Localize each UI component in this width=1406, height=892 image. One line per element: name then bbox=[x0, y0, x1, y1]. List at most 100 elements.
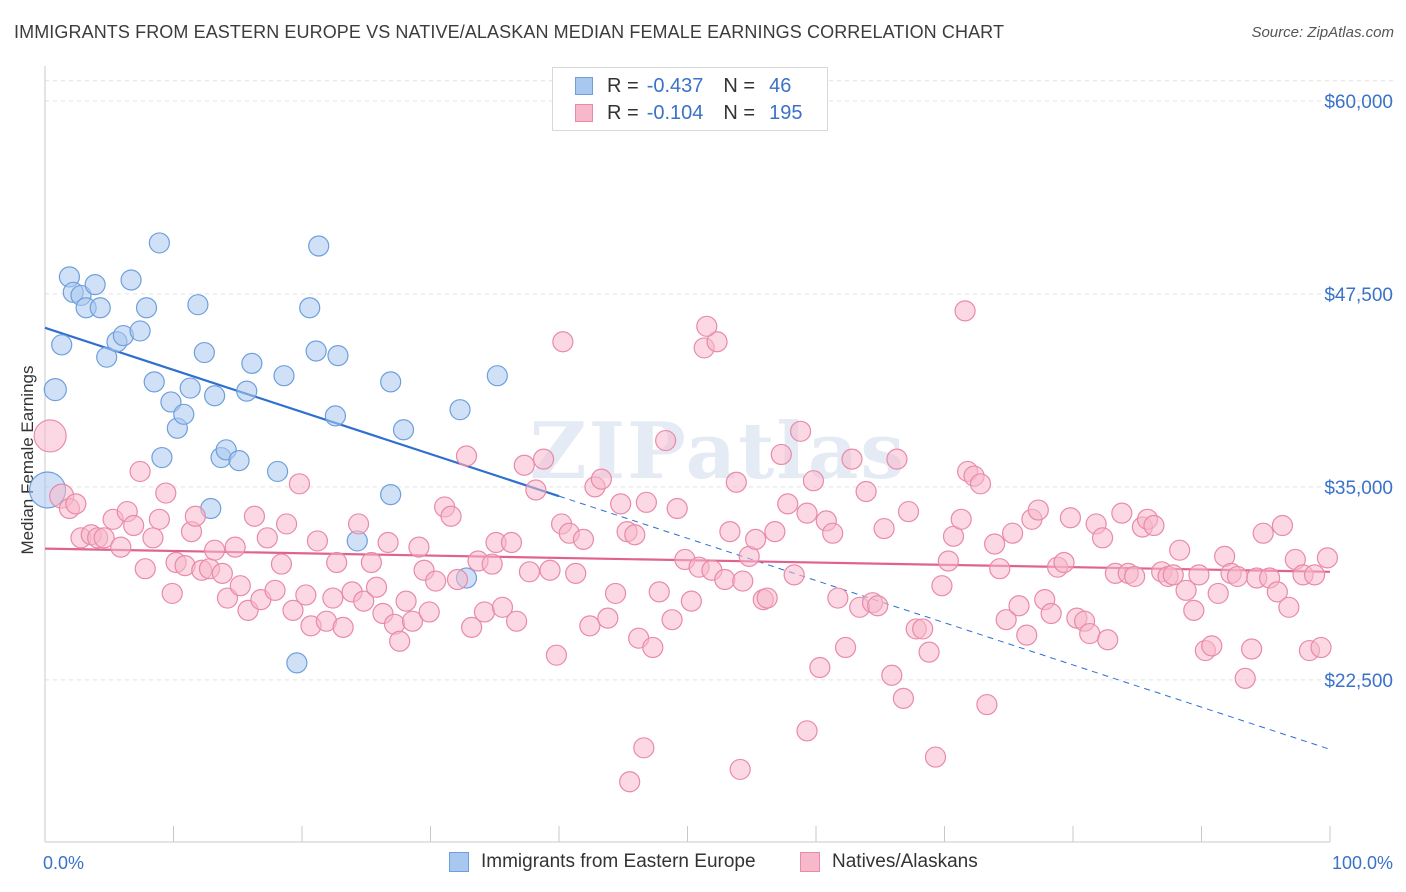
point-eastern-europe bbox=[380, 484, 402, 506]
point-eastern-europe bbox=[324, 405, 347, 427]
point-eastern-europe bbox=[273, 365, 295, 387]
point-eastern-europe bbox=[308, 235, 330, 257]
point-eastern-europe bbox=[327, 345, 349, 367]
point-natives bbox=[984, 533, 1006, 555]
point-natives bbox=[184, 505, 206, 527]
point-natives bbox=[389, 630, 411, 652]
point-natives bbox=[353, 590, 375, 612]
point-natives bbox=[270, 553, 293, 575]
point-natives bbox=[1016, 624, 1038, 646]
point-natives bbox=[642, 636, 664, 659]
point-natives bbox=[976, 693, 998, 716]
point-natives bbox=[1316, 547, 1339, 569]
point-natives bbox=[619, 771, 641, 793]
point-natives bbox=[796, 720, 818, 742]
point-natives bbox=[481, 553, 503, 575]
point-eastern-europe bbox=[228, 450, 250, 472]
legend-item-natives[interactable]: Natives/Alaskans bbox=[800, 851, 978, 873]
point-natives bbox=[1188, 564, 1210, 586]
point-natives bbox=[1053, 551, 1075, 574]
point-natives bbox=[1162, 564, 1184, 586]
legend-r-value: -0.104 bbox=[646, 101, 704, 124]
point-natives bbox=[635, 491, 657, 513]
legend-swatch-pink bbox=[800, 852, 820, 872]
point-natives bbox=[924, 746, 947, 768]
point-natives bbox=[322, 587, 344, 609]
point-natives bbox=[418, 601, 440, 623]
point-natives bbox=[969, 473, 992, 495]
point-eastern-europe bbox=[96, 346, 118, 368]
point-natives bbox=[282, 599, 304, 622]
point-natives bbox=[306, 530, 329, 552]
point-natives bbox=[377, 531, 399, 554]
point-eastern-europe bbox=[236, 380, 258, 402]
point-natives bbox=[1002, 522, 1024, 544]
point-natives bbox=[597, 607, 619, 629]
point-natives bbox=[729, 758, 751, 781]
legend-row-natives: R = -0.104 N = 195 bbox=[575, 100, 802, 126]
point-natives bbox=[777, 493, 799, 515]
point-natives bbox=[1241, 638, 1263, 660]
x-tick-label-end: 100.0% bbox=[1332, 853, 1393, 873]
legend-n-value: 195 bbox=[769, 101, 803, 124]
point-eastern-europe bbox=[449, 399, 471, 421]
point-natives bbox=[1226, 565, 1249, 588]
legend-n-label: N = bbox=[723, 74, 756, 97]
point-eastern-europe bbox=[299, 297, 321, 319]
point-natives bbox=[789, 420, 812, 442]
point-natives bbox=[93, 527, 115, 549]
point-natives bbox=[1252, 522, 1274, 544]
point-natives bbox=[610, 493, 632, 515]
legend-item-eastern-europe[interactable]: Immigrants from Eastern Europe bbox=[449, 851, 756, 873]
y-tick-label: $47,500 bbox=[1324, 285, 1393, 306]
point-natives bbox=[347, 513, 370, 535]
point-natives bbox=[505, 610, 528, 632]
point-eastern-europe bbox=[380, 371, 402, 393]
point-natives bbox=[1059, 507, 1082, 529]
legend-r-label: R = bbox=[607, 74, 639, 97]
point-natives bbox=[395, 590, 417, 612]
point-natives bbox=[295, 584, 317, 606]
point-natives bbox=[401, 610, 424, 632]
point-natives bbox=[134, 558, 156, 580]
point-natives bbox=[937, 550, 959, 572]
point-eastern-europe bbox=[120, 269, 142, 291]
point-natives bbox=[579, 615, 601, 637]
point-natives bbox=[912, 618, 934, 640]
point-natives bbox=[764, 521, 786, 543]
legend-r-label: R = bbox=[607, 101, 639, 124]
point-eastern-europe bbox=[89, 297, 111, 319]
point-eastern-europe bbox=[486, 365, 508, 387]
source-note: Source: ZipAtlas.com bbox=[1251, 24, 1394, 41]
point-natives bbox=[809, 656, 831, 679]
point-eastern-europe bbox=[160, 391, 182, 413]
point-eastern-europe bbox=[241, 352, 263, 374]
point-natives bbox=[1175, 579, 1197, 601]
point-natives bbox=[155, 482, 177, 504]
point-natives bbox=[532, 448, 555, 470]
point-natives bbox=[525, 479, 547, 501]
point-natives bbox=[881, 664, 903, 686]
point-natives bbox=[719, 521, 741, 543]
point-natives bbox=[770, 443, 792, 466]
point-natives bbox=[1278, 596, 1300, 618]
point-natives bbox=[666, 497, 688, 520]
point-natives bbox=[756, 587, 778, 609]
x-tick-label-start: 0.0% bbox=[43, 853, 84, 873]
point-natives bbox=[648, 581, 670, 603]
point-eastern-europe bbox=[305, 340, 327, 362]
point-natives bbox=[513, 454, 535, 476]
point-natives bbox=[1040, 602, 1062, 625]
point-natives bbox=[841, 448, 863, 470]
point-natives bbox=[491, 596, 514, 618]
point-natives bbox=[732, 570, 754, 592]
legend-row-eastern-europe: R = -0.437 N = 46 bbox=[575, 73, 791, 99]
point-natives bbox=[552, 331, 574, 353]
point-natives bbox=[440, 505, 462, 527]
point-natives bbox=[886, 448, 908, 470]
point-natives bbox=[931, 575, 953, 597]
point-natives bbox=[989, 558, 1011, 580]
point-natives bbox=[545, 644, 568, 666]
point-natives bbox=[33, 419, 67, 453]
